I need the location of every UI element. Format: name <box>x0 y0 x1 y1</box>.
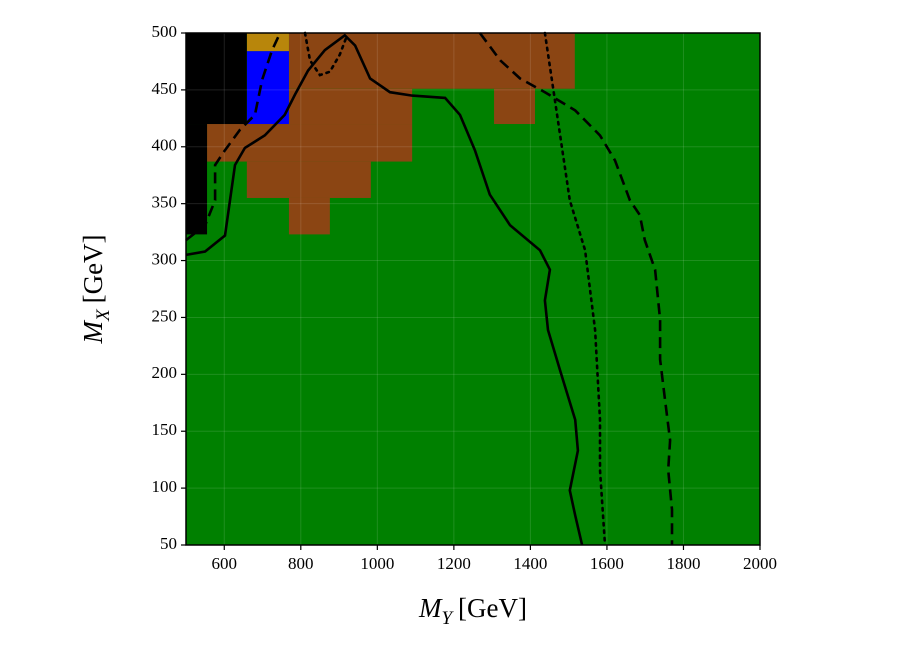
y-tick-label: 50 <box>160 534 177 553</box>
plot-frame <box>185 32 761 546</box>
x-tick-label: 1800 <box>666 554 700 573</box>
contour-line <box>185 33 584 546</box>
region-cell <box>494 88 535 125</box>
y-tick-label: 500 <box>152 22 178 41</box>
x-tick-label: 2000 <box>743 554 777 573</box>
y-tick-label: 350 <box>152 193 178 212</box>
x-tick-label: 800 <box>288 554 314 573</box>
region-cell <box>186 33 247 125</box>
y-tick-label: 300 <box>152 249 178 268</box>
x-label-unit: [GeV] <box>458 593 527 623</box>
y-axis-label: MX [GeV] <box>78 234 114 344</box>
y-label-subscript: X <box>93 308 114 322</box>
y-tick-label: 200 <box>152 363 178 382</box>
plot-area <box>185 31 761 547</box>
y-tick-label: 250 <box>152 306 178 325</box>
x-label-subscript: Y <box>441 608 454 629</box>
region-cell <box>288 197 330 235</box>
x-tick-label: 600 <box>212 554 238 573</box>
x-tick-label: 1600 <box>590 554 624 573</box>
y-label-symbol: M <box>78 320 108 345</box>
region-cell <box>246 51 289 125</box>
region-cell <box>207 124 413 162</box>
region-cell <box>288 88 413 125</box>
region-cell <box>246 33 289 52</box>
x-axis-label: MY [GeV] <box>418 593 527 629</box>
y-tick-label: 100 <box>152 477 178 496</box>
y-tick-label: 450 <box>152 79 178 98</box>
y-tick-label: 150 <box>152 420 178 439</box>
x-label-symbol: M <box>418 593 443 623</box>
region-cell <box>246 161 371 198</box>
contour-line <box>303 31 607 547</box>
x-tick-label: 1000 <box>360 554 394 573</box>
region-cell <box>288 33 575 89</box>
y-label-unit: [GeV] <box>78 234 108 303</box>
x-tick-label: 1400 <box>513 554 547 573</box>
x-tick-label: 1200 <box>437 554 471 573</box>
contour-line <box>185 32 674 545</box>
y-tick-label: 400 <box>152 136 178 155</box>
region-cell <box>186 124 208 235</box>
